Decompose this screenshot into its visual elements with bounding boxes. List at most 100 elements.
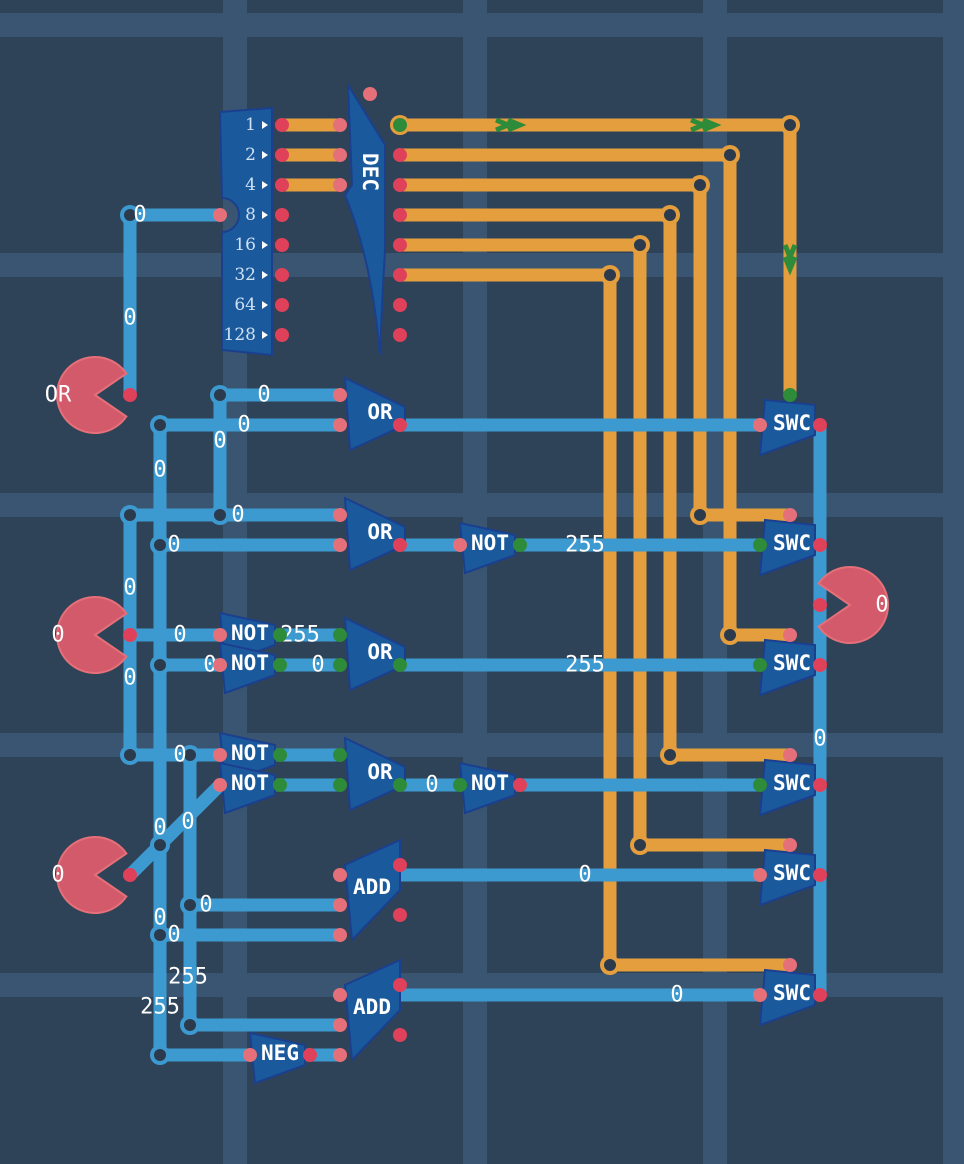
pin[interactable] <box>333 538 347 552</box>
pin[interactable] <box>275 178 289 192</box>
pin[interactable] <box>333 928 347 942</box>
pin[interactable] <box>333 868 347 882</box>
pin[interactable] <box>783 628 797 642</box>
pin[interactable] <box>333 898 347 912</box>
pin[interactable] <box>753 778 767 792</box>
pin[interactable] <box>303 1048 317 1062</box>
pin[interactable] <box>393 908 407 922</box>
pin[interactable] <box>275 148 289 162</box>
pin[interactable] <box>813 658 827 672</box>
pin[interactable] <box>393 148 407 162</box>
pin[interactable] <box>213 778 227 792</box>
pin[interactable] <box>275 208 289 222</box>
pin[interactable] <box>813 778 827 792</box>
pin[interactable] <box>273 658 287 672</box>
pin[interactable] <box>813 538 827 552</box>
pin[interactable] <box>753 418 767 432</box>
pin[interactable] <box>453 778 467 792</box>
pin[interactable] <box>393 238 407 252</box>
pin[interactable] <box>333 388 347 402</box>
pin[interactable] <box>753 658 767 672</box>
pin[interactable] <box>243 1048 257 1062</box>
pin[interactable] <box>393 418 407 432</box>
input-pin[interactable]: 0 <box>51 596 137 674</box>
or-gate[interactable]: OR <box>333 496 407 572</box>
byte-splitter[interactable]: 1 2 4 8 16 32 64 128 <box>213 106 289 357</box>
pin[interactable] <box>393 778 407 792</box>
pin[interactable] <box>333 178 347 192</box>
pin[interactable] <box>513 778 527 792</box>
pin[interactable] <box>333 418 347 432</box>
pin[interactable] <box>333 748 347 762</box>
pin[interactable] <box>393 858 407 872</box>
pin[interactable] <box>213 658 227 672</box>
not-gate[interactable]: NOT <box>213 641 287 695</box>
pin[interactable] <box>393 328 407 342</box>
pin[interactable] <box>333 148 347 162</box>
pin[interactable] <box>783 748 797 762</box>
switch-gate[interactable]: SWC <box>753 838 827 907</box>
switch-gate[interactable]: SWC <box>753 388 827 457</box>
switch-gate[interactable]: SWC <box>753 508 827 577</box>
pin[interactable] <box>123 628 137 642</box>
switch-gate[interactable]: SWC <box>753 628 827 697</box>
bit-wire[interactable] <box>393 268 797 972</box>
not-gate[interactable]: NOT <box>453 761 527 815</box>
pin[interactable] <box>753 538 767 552</box>
pin[interactable] <box>783 388 797 402</box>
pin[interactable] <box>393 1028 407 1042</box>
pin[interactable] <box>393 298 407 312</box>
pin[interactable] <box>753 868 767 882</box>
pin[interactable] <box>813 418 827 432</box>
not-gate[interactable]: NOT <box>453 521 527 575</box>
pin[interactable] <box>363 87 377 101</box>
pin[interactable] <box>393 208 407 222</box>
pin[interactable] <box>393 978 407 992</box>
or-gate[interactable]: OR <box>333 376 407 452</box>
pin[interactable] <box>333 988 347 1002</box>
pin[interactable] <box>393 118 407 132</box>
pin[interactable] <box>813 988 827 1002</box>
pin[interactable] <box>275 268 289 282</box>
pin[interactable] <box>333 1048 347 1062</box>
pin[interactable] <box>123 388 137 402</box>
pin[interactable] <box>393 658 407 672</box>
pin[interactable] <box>213 208 227 222</box>
pin[interactable] <box>783 958 797 972</box>
pin[interactable] <box>275 328 289 342</box>
output-pin[interactable]: 0 <box>813 566 889 644</box>
pin[interactable] <box>753 988 767 1002</box>
decoder[interactable]: DEC <box>333 81 407 356</box>
pin[interactable] <box>783 508 797 522</box>
switch-gate[interactable]: SWC <box>753 748 827 817</box>
pin[interactable] <box>333 118 347 132</box>
pin[interactable] <box>513 538 527 552</box>
pin[interactable] <box>783 838 797 852</box>
or-gate[interactable]: OR <box>333 736 407 812</box>
pin[interactable] <box>273 748 287 762</box>
input-pin[interactable]: 0 <box>51 836 137 914</box>
pin[interactable] <box>213 748 227 762</box>
or-gate[interactable]: OR <box>333 616 407 692</box>
pin[interactable] <box>275 238 289 252</box>
add-gate[interactable]: ADD <box>333 838 407 943</box>
bit-wire[interactable] <box>393 148 797 642</box>
pin[interactable] <box>213 628 227 642</box>
input-pin[interactable]: OR <box>45 356 137 434</box>
bit-wire[interactable] <box>393 178 797 522</box>
pin[interactable] <box>275 118 289 132</box>
pin[interactable] <box>393 178 407 192</box>
switch-gate[interactable]: SWC <box>753 958 827 1027</box>
pin[interactable] <box>453 538 467 552</box>
pin[interactable] <box>813 598 827 612</box>
neg-gate[interactable]: NEG <box>243 1031 317 1085</box>
pin[interactable] <box>333 628 347 642</box>
pin[interactable] <box>393 268 407 282</box>
pin[interactable] <box>123 868 137 882</box>
add-gate[interactable]: ADD <box>333 958 407 1063</box>
pin[interactable] <box>273 778 287 792</box>
pin[interactable] <box>393 538 407 552</box>
pin[interactable] <box>813 868 827 882</box>
